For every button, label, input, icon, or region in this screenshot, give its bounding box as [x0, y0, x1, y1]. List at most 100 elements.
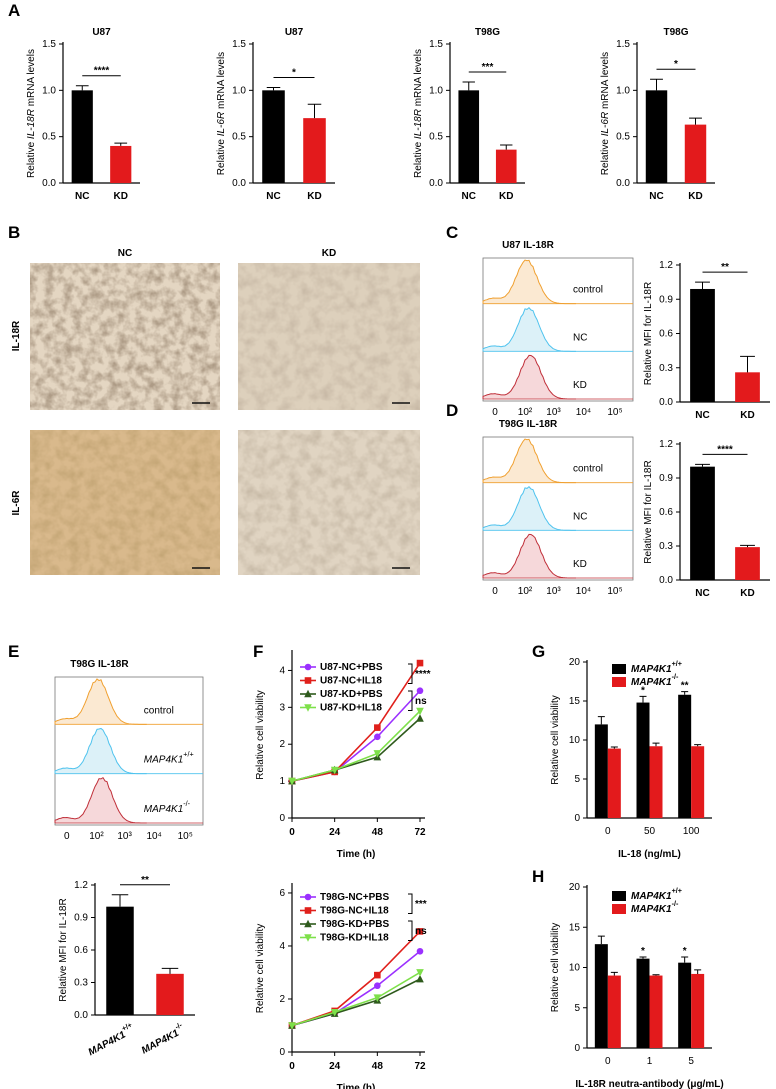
x-tick-label: KD	[688, 191, 702, 202]
error-bar	[610, 971, 618, 976]
x-tick-label: NC	[462, 191, 476, 202]
marker	[416, 714, 424, 722]
bar	[690, 466, 715, 580]
flow-x-label: 10⁴	[576, 586, 591, 597]
error-bar	[111, 894, 129, 907]
bar	[649, 975, 663, 1048]
series-line	[291, 662, 421, 782]
marker	[330, 766, 339, 775]
y-axis-label: Relative MFI for IL-18R	[58, 898, 69, 1001]
bar	[594, 724, 608, 818]
flow-x-label: 10⁵	[178, 831, 193, 842]
marker	[416, 707, 424, 716]
flow-population: control	[573, 463, 603, 474]
x-tick-label: 50	[644, 826, 656, 837]
flow-x-label: 10⁴	[146, 831, 161, 842]
x-tick-label: 0	[289, 1061, 295, 1072]
bar	[262, 90, 285, 183]
panel-letter: A	[8, 1, 20, 20]
ihc-images: NC KD IL-18R IL-6R	[11, 248, 420, 575]
flow-curve-fill	[483, 534, 576, 578]
y-tick-label: 10	[569, 735, 581, 746]
y-tick-label: 0.5	[429, 131, 443, 142]
flow-population: control	[573, 284, 603, 295]
panel-letter: G	[532, 642, 545, 661]
error-bar	[75, 85, 89, 91]
legend-swatch	[612, 677, 626, 687]
bar	[303, 118, 326, 183]
y-axis-label: Relative cell viability	[255, 690, 266, 779]
panel-letter: C	[446, 223, 458, 242]
flow-curve	[482, 533, 577, 579]
significance-label: ns	[415, 925, 427, 936]
y-tick-label: 0.5	[232, 131, 246, 142]
error-bar	[740, 355, 755, 373]
flow-x-label: 10³	[117, 831, 132, 842]
y-tick-label: 0.0	[659, 575, 673, 586]
y-tick-label: 0.6	[74, 945, 88, 956]
marker	[374, 724, 381, 731]
significance-label: **	[141, 874, 149, 885]
flow-x-label: 0	[492, 407, 498, 418]
x-tick-label: KD	[499, 191, 513, 202]
flow-x-label: 10⁵	[607, 586, 622, 597]
y-tick-label: 1	[279, 776, 285, 787]
error-bar	[500, 144, 513, 150]
marker	[416, 969, 424, 977]
marker	[304, 893, 312, 901]
y-tick-label: 0.6	[659, 507, 673, 518]
x-axis-label: IL-18 (ng/mL)	[618, 849, 681, 860]
x-tick-label: 0	[605, 1056, 611, 1067]
x-tick-label: 100	[683, 826, 700, 837]
ihc-texture	[238, 430, 420, 575]
y-tick-label: 0.0	[429, 178, 443, 189]
y-axis-label: Relative cell viability	[550, 695, 561, 784]
flow-x-label: 10³	[546, 586, 561, 597]
y-axis-label: Relative MFI for IL-18R	[643, 460, 654, 563]
y-tick-label: 4	[279, 665, 285, 676]
y-tick-label: 1.0	[429, 85, 443, 96]
error-bar	[597, 716, 605, 725]
y-tick-label: 6	[279, 888, 285, 899]
legend-swatch	[612, 904, 626, 914]
significance-label: *	[683, 946, 687, 957]
y-tick-label: 15	[569, 696, 581, 707]
legend-label: T98G-KD+PBS	[320, 919, 390, 930]
marker	[374, 971, 381, 979]
marker	[416, 947, 424, 955]
x-tick-label: 72	[414, 827, 426, 838]
bar	[594, 944, 608, 1048]
flow-population: control	[144, 705, 174, 716]
y-tick-label: 0.0	[616, 178, 630, 189]
bar	[691, 973, 705, 1048]
marker	[304, 907, 312, 914]
significance-label: *	[641, 685, 645, 696]
marker	[373, 994, 382, 1002]
marker	[288, 777, 296, 786]
x-tick-label: 24	[329, 827, 341, 838]
flow-population: MAP4K1-/-	[144, 799, 191, 814]
flow-curve	[54, 776, 147, 824]
flow-curve-fill	[55, 679, 147, 725]
bar	[735, 372, 760, 402]
x-tick-label: KD	[740, 588, 754, 599]
flow-frame	[54, 676, 204, 826]
bar	[71, 90, 93, 183]
marker	[304, 919, 312, 928]
error-bar	[462, 81, 475, 91]
bar	[649, 746, 663, 818]
y-tick-label: 20	[569, 657, 581, 668]
error-bar	[694, 969, 702, 974]
significance-bracket	[408, 893, 413, 914]
y-tick-label: 4	[279, 941, 285, 952]
x-tick-label: 24	[329, 1061, 341, 1072]
significance-label: ns	[415, 695, 427, 706]
flow-frame	[482, 257, 634, 402]
x-tick-label: 5	[688, 1056, 694, 1067]
marker	[304, 677, 312, 684]
y-tick-label: 1.0	[232, 85, 246, 96]
flow-x-label: 0	[492, 586, 498, 597]
y-tick-label: 0.0	[232, 178, 246, 189]
x-tick-label: MAP4K1-/-	[138, 1020, 188, 1056]
